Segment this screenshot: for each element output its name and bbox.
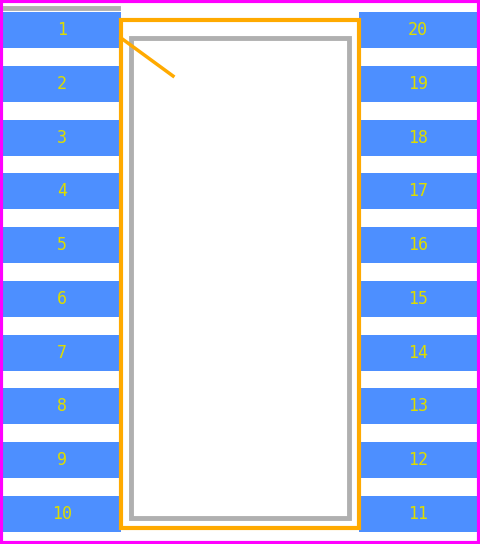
- Text: 13: 13: [408, 398, 428, 416]
- Text: 1: 1: [57, 21, 67, 39]
- Bar: [3, 335, 121, 370]
- Text: 17: 17: [408, 182, 428, 200]
- Text: 7: 7: [57, 344, 67, 362]
- Text: 15: 15: [408, 290, 428, 308]
- Bar: [3, 281, 121, 317]
- Bar: [359, 227, 477, 263]
- Bar: [3, 120, 121, 156]
- Bar: [3, 174, 121, 209]
- Bar: [359, 281, 477, 317]
- Text: 4: 4: [57, 182, 67, 200]
- Text: 14: 14: [408, 344, 428, 362]
- Text: 3: 3: [57, 128, 67, 146]
- Bar: [359, 442, 477, 478]
- Bar: [359, 388, 477, 424]
- Text: 10: 10: [52, 505, 72, 523]
- Bar: [3, 12, 121, 48]
- Text: 8: 8: [57, 398, 67, 416]
- Text: 18: 18: [408, 128, 428, 146]
- Bar: [121, 20, 359, 528]
- Bar: [359, 66, 477, 102]
- Bar: [359, 496, 477, 532]
- Bar: [359, 120, 477, 156]
- Bar: [3, 496, 121, 532]
- Bar: [3, 388, 121, 424]
- Bar: [359, 12, 477, 48]
- Bar: [131, 38, 349, 518]
- Text: 6: 6: [57, 290, 67, 308]
- Text: 2: 2: [57, 75, 67, 93]
- Text: 11: 11: [408, 505, 428, 523]
- Bar: [3, 442, 121, 478]
- Text: 12: 12: [408, 451, 428, 469]
- Bar: [359, 335, 477, 370]
- Text: 5: 5: [57, 236, 67, 254]
- Text: 9: 9: [57, 451, 67, 469]
- Bar: [3, 227, 121, 263]
- Bar: [3, 66, 121, 102]
- Text: 16: 16: [408, 236, 428, 254]
- Text: 20: 20: [408, 21, 428, 39]
- Text: 19: 19: [408, 75, 428, 93]
- Bar: [359, 174, 477, 209]
